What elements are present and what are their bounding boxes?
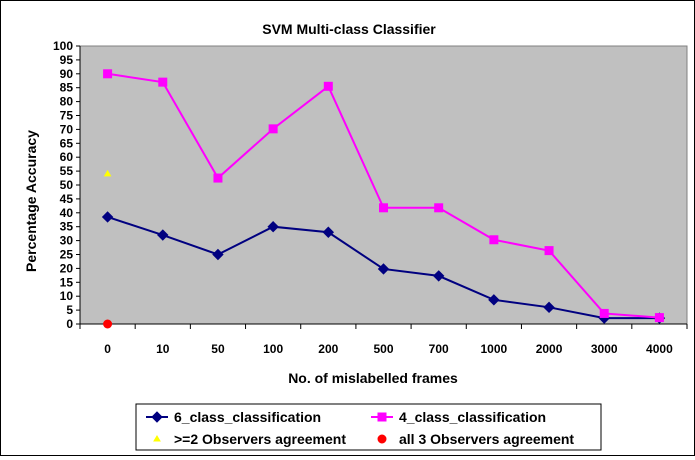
- legend-label: >=2 Observers agreement: [174, 431, 346, 447]
- legend-item: >=2 Observers agreement: [153, 431, 346, 447]
- data-point: [434, 203, 444, 213]
- y-tick-label: 30: [60, 234, 74, 248]
- series-1: [103, 69, 664, 323]
- series-0: [101, 211, 666, 324]
- data-point: [544, 246, 554, 256]
- legend: 6_class_classification 4_class_classifica…: [146, 409, 574, 447]
- x-tick-label: 10: [156, 342, 170, 356]
- x-tick-label: 200: [318, 342, 338, 356]
- x-tick-label: 4000: [646, 342, 673, 356]
- y-axis-label: Percentage Accuracy: [23, 130, 39, 272]
- chart-title: SVM Multi-class Classifier: [262, 21, 436, 37]
- plot-area: [79, 45, 688, 325]
- x-tick-label: 50: [211, 342, 225, 356]
- data-point: [432, 270, 445, 282]
- data-point: [489, 235, 499, 245]
- y-tick-label: 100: [53, 39, 73, 53]
- data-point: [543, 301, 555, 314]
- data-point: [101, 211, 114, 223]
- legend-label: all 3 Observers agreement: [399, 431, 574, 447]
- y-tick-label: 0: [66, 317, 73, 331]
- data-point: [103, 319, 113, 329]
- y-tick-label: 95: [60, 53, 74, 67]
- legend-marker: [153, 435, 161, 442]
- data-point: [377, 263, 390, 275]
- y-tick-label: 85: [60, 81, 74, 95]
- legend-item: 4_class_classification: [371, 409, 546, 425]
- legend-item: all 3 Observers agreement: [377, 431, 574, 447]
- y-tick-label: 65: [60, 136, 74, 150]
- data-point: [103, 169, 112, 177]
- x-tick-label: 0: [104, 342, 111, 356]
- x-axis: 0 10 50 100 200 500 700 1000 2000 3000 4000: [79, 323, 688, 356]
- data-point: [323, 81, 333, 91]
- y-tick-label: 50: [60, 178, 74, 192]
- data-point: [157, 229, 169, 241]
- y-tick-label: 60: [60, 150, 74, 164]
- y-tick-label: 55: [60, 164, 74, 178]
- data-point: [103, 69, 113, 79]
- y-tick-label: 45: [60, 192, 74, 206]
- data-point: [213, 173, 223, 183]
- x-axis-label: No. of mislabelled frames: [288, 370, 458, 386]
- series-2: [103, 169, 112, 177]
- x-tick-label: 100: [263, 342, 283, 356]
- y-tick-label: 10: [60, 289, 74, 303]
- legend-item: 6_class_classification: [146, 409, 321, 425]
- legend-label: 6_class_classification: [174, 409, 321, 425]
- series-3: [103, 319, 113, 329]
- legend-marker: [377, 434, 387, 444]
- y-tick-label: 15: [60, 275, 74, 289]
- x-tick-label: 700: [429, 342, 449, 356]
- y-tick-label: 5: [66, 303, 73, 317]
- data-point: [158, 77, 168, 87]
- data-point: [488, 294, 500, 306]
- data-point: [267, 220, 279, 233]
- legend-marker: [377, 412, 387, 422]
- legend-marker: [151, 411, 163, 423]
- data-point: [212, 248, 224, 261]
- y-tick-label: 40: [60, 206, 74, 220]
- y-tick-label: 90: [60, 67, 74, 81]
- x-tick-label: 500: [373, 342, 393, 356]
- data-point: [654, 313, 664, 323]
- y-tick-label: 35: [60, 220, 74, 234]
- data-point: [268, 124, 278, 134]
- y-axis: 0510152025303540455055606570758085909510…: [53, 39, 81, 331]
- x-tick-label: 1000: [481, 342, 508, 356]
- series-layer: [101, 69, 666, 329]
- x-tick-label: 2000: [536, 342, 563, 356]
- legend-box: [135, 403, 602, 451]
- y-tick-label: 75: [60, 109, 74, 123]
- x-tick-label: 3000: [591, 342, 618, 356]
- y-tick-label: 80: [60, 95, 74, 109]
- legend-label: 4_class_classification: [399, 409, 546, 425]
- y-tick-label: 25: [60, 248, 74, 262]
- y-tick-label: 20: [60, 261, 74, 275]
- y-tick-label: 70: [60, 122, 74, 136]
- data-point: [379, 203, 388, 213]
- data-point: [599, 308, 609, 318]
- data-point: [322, 226, 335, 238]
